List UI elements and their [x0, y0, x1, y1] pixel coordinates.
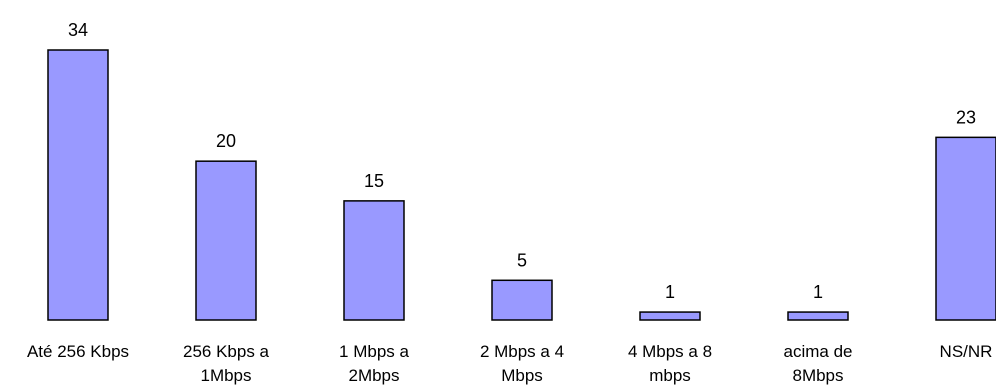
value-label-0: 34 — [68, 20, 88, 40]
bar-3 — [491, 279, 553, 321]
category-labels-group: Até 256 Kbps 256 Kbps a 1Mbps 1 Mbps a 2Mbps… — [27, 342, 992, 385]
category-label-5-line-1: 8Mbps — [792, 366, 843, 385]
value-label-1: 20 — [216, 131, 236, 151]
category-label-0: Até 256 Kbps — [27, 342, 129, 361]
value-label-5: 1 — [813, 282, 823, 302]
category-label-2-line-0: 1 Mbps a — [339, 342, 409, 361]
category-label-4: 4 Mbps a 8 mbps — [628, 342, 712, 385]
category-label-4-line-0: 4 Mbps a 8 — [628, 342, 712, 361]
category-label-4-line-1: mbps — [649, 366, 691, 385]
category-label-1-line-0: 256 Kbps a — [183, 342, 270, 361]
category-label-5: acima de 8Mbps — [784, 342, 853, 385]
value-label-3: 5 — [517, 250, 527, 270]
value-label-2: 15 — [364, 171, 384, 191]
category-label-2: 1 Mbps a 2Mbps — [339, 342, 409, 385]
value-labels-group: 34 20 15 5 1 1 23 — [68, 20, 976, 302]
category-label-0-line-0: Até 256 Kbps — [27, 342, 129, 361]
category-label-1-line-1: 1Mbps — [200, 366, 251, 385]
bar-0 — [47, 49, 109, 321]
category-label-3: 2 Mbps a 4 Mbps — [480, 342, 564, 385]
bars-group — [47, 49, 996, 321]
category-label-5-line-0: acima de — [784, 342, 853, 361]
category-label-3-line-1: Mbps — [501, 366, 543, 385]
bar-1 — [195, 160, 257, 321]
bar-2 — [343, 200, 405, 321]
category-label-6: NS/NR — [940, 342, 993, 361]
value-label-6: 23 — [956, 107, 976, 127]
bar-6 — [935, 136, 996, 321]
bar-4 — [639, 311, 701, 321]
category-label-3-line-0: 2 Mbps a 4 — [480, 342, 564, 361]
value-label-4: 1 — [665, 282, 675, 302]
category-label-6-line-0: NS/NR — [940, 342, 993, 361]
category-label-2-line-1: 2Mbps — [348, 366, 399, 385]
category-label-1: 256 Kbps a 1Mbps — [183, 342, 270, 385]
bar-5 — [787, 311, 849, 321]
